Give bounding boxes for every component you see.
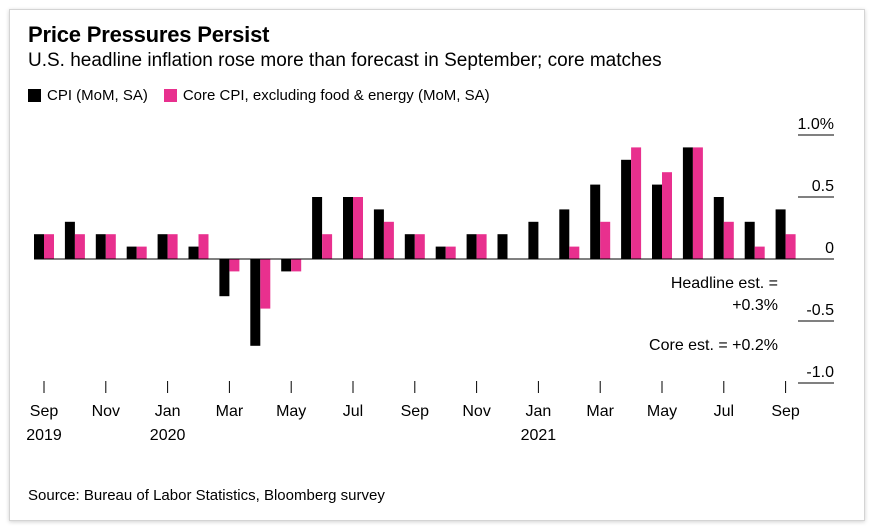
y-tick-label: 0	[825, 240, 834, 257]
y-tick-label: 1.0%	[798, 116, 834, 133]
core-cpi-bar-mar-2021	[600, 221, 611, 259]
cpi-bar-mar-2021	[590, 184, 601, 259]
legend-label-core-cpi: Core CPI, excluding food & energy (MoM, …	[182, 87, 490, 104]
chart-title: Price Pressures Persist	[28, 22, 270, 47]
core-estimate-label: Core est. = +0.2%	[649, 337, 778, 354]
y-tick-label: -0.5	[806, 302, 834, 319]
core-cpi-bar-jun-2021	[692, 147, 703, 259]
x-tick-label: Mar	[586, 403, 614, 420]
headline-estimate-value: +0.3%	[732, 297, 778, 314]
chart-subtitle: U.S. headline inflation rose more than f…	[28, 50, 662, 71]
core-cpi-bar-jul-2021	[723, 221, 734, 259]
x-tick-label: Sep	[771, 403, 800, 420]
cpi-bar-dec-2020	[497, 234, 508, 259]
cpi-bar-apr-2020	[250, 259, 261, 346]
legend-item-cpi: CPI (MoM, SA)	[28, 87, 148, 104]
core-cpi-bar-aug-2021	[754, 246, 765, 259]
cpi-bar-jun-2021	[682, 147, 693, 259]
cpi-bar-sep-2020	[404, 234, 415, 259]
cpi-bar-may-2021	[652, 184, 662, 259]
core-cpi-bar-jan-2020	[167, 234, 178, 259]
chart-card: Price Pressures Persist U.S. headline in…	[9, 9, 865, 521]
core-cpi-bar-sep-2020	[414, 234, 425, 259]
cpi-bar-jun-2020	[312, 197, 323, 259]
x-tick-label: Nov	[462, 403, 490, 420]
legend-swatch-core-cpi	[163, 89, 177, 102]
core-cpi-bar-nov-2019	[105, 234, 116, 259]
y-tick-label: 0.5	[812, 178, 834, 195]
x-tick-label: Sep	[401, 403, 430, 420]
core-cpi-bar-jul-2020	[353, 197, 363, 259]
core-cpi-bar-oct-2019	[74, 234, 85, 259]
core-cpi-bar-may-2020	[291, 259, 302, 272]
cpi-bar-sep-2021	[775, 209, 786, 259]
cpi-bar-jan-2021	[528, 221, 539, 259]
x-tick-year-label: 2019	[26, 427, 62, 444]
cpi-bar-jan-2020	[157, 234, 168, 259]
core-cpi-bar-jun-2020	[322, 234, 333, 259]
cpi-bar-jul-2020	[343, 197, 353, 259]
legend-label-cpi: CPI (MoM, SA)	[47, 87, 148, 104]
y-tick-label: -1.0	[806, 364, 834, 381]
cpi-bar-dec-2019	[126, 246, 137, 259]
cpi-bar-may-2020	[281, 259, 292, 272]
core-cpi-bar-aug-2020	[383, 221, 394, 259]
x-tick-year-label: 2021	[521, 427, 557, 444]
cpi-bar-mar-2020	[219, 259, 230, 297]
core-cpi-bar-nov-2020	[476, 234, 487, 259]
x-tick-label: May	[276, 403, 306, 420]
cpi-bar-oct-2019	[64, 221, 75, 259]
cpi-bar-feb-2021	[559, 209, 570, 259]
core-cpi-bar-apr-2021	[631, 147, 642, 259]
cpi-bar-feb-2020	[188, 246, 199, 259]
x-tick-label: Jul	[343, 403, 363, 420]
cpi-bar-aug-2021	[744, 221, 755, 259]
cpi-bar-jul-2021	[713, 197, 724, 259]
source-note: Source: Bureau of Labor Statistics, Bloo…	[28, 487, 385, 504]
legend: CPI (MoM, SA) Core CPI, excluding food &…	[28, 87, 506, 104]
core-cpi-bar-mar-2020	[229, 259, 240, 272]
x-tick-label: May	[647, 403, 677, 420]
legend-swatch-cpi	[28, 89, 41, 102]
x-tick-year-label: 2020	[150, 427, 186, 444]
core-cpi-bar-oct-2020	[445, 246, 456, 259]
core-cpi-bar-sep-2021	[785, 234, 796, 259]
headline-estimate-label: Headline est. =	[671, 275, 778, 292]
x-tick-label: Jan	[155, 403, 181, 420]
x-tick-label: Jan	[526, 403, 552, 420]
core-cpi-bar-apr-2020	[260, 259, 271, 309]
x-tick-label: Sep	[30, 403, 59, 420]
core-cpi-bar-sep-2019	[44, 234, 54, 259]
legend-item-core-cpi: Core CPI, excluding food & energy (MoM, …	[163, 87, 490, 104]
cpi-bar-sep-2019	[34, 234, 44, 259]
cpi-bar-aug-2020	[373, 209, 384, 259]
cpi-bar-nov-2019	[95, 234, 106, 259]
x-tick-label: Nov	[92, 403, 120, 420]
cpi-bar-oct-2020	[435, 246, 446, 259]
core-cpi-bar-dec-2019	[136, 246, 147, 259]
cpi-bar-nov-2020	[466, 234, 477, 259]
x-tick-label: Mar	[216, 403, 244, 420]
core-cpi-bar-feb-2021	[569, 246, 580, 259]
x-tick-label: Jul	[714, 403, 734, 420]
core-cpi-bar-may-2021	[662, 172, 672, 259]
cpi-bar-apr-2021	[621, 159, 632, 259]
core-cpi-bar-feb-2020	[198, 234, 209, 259]
